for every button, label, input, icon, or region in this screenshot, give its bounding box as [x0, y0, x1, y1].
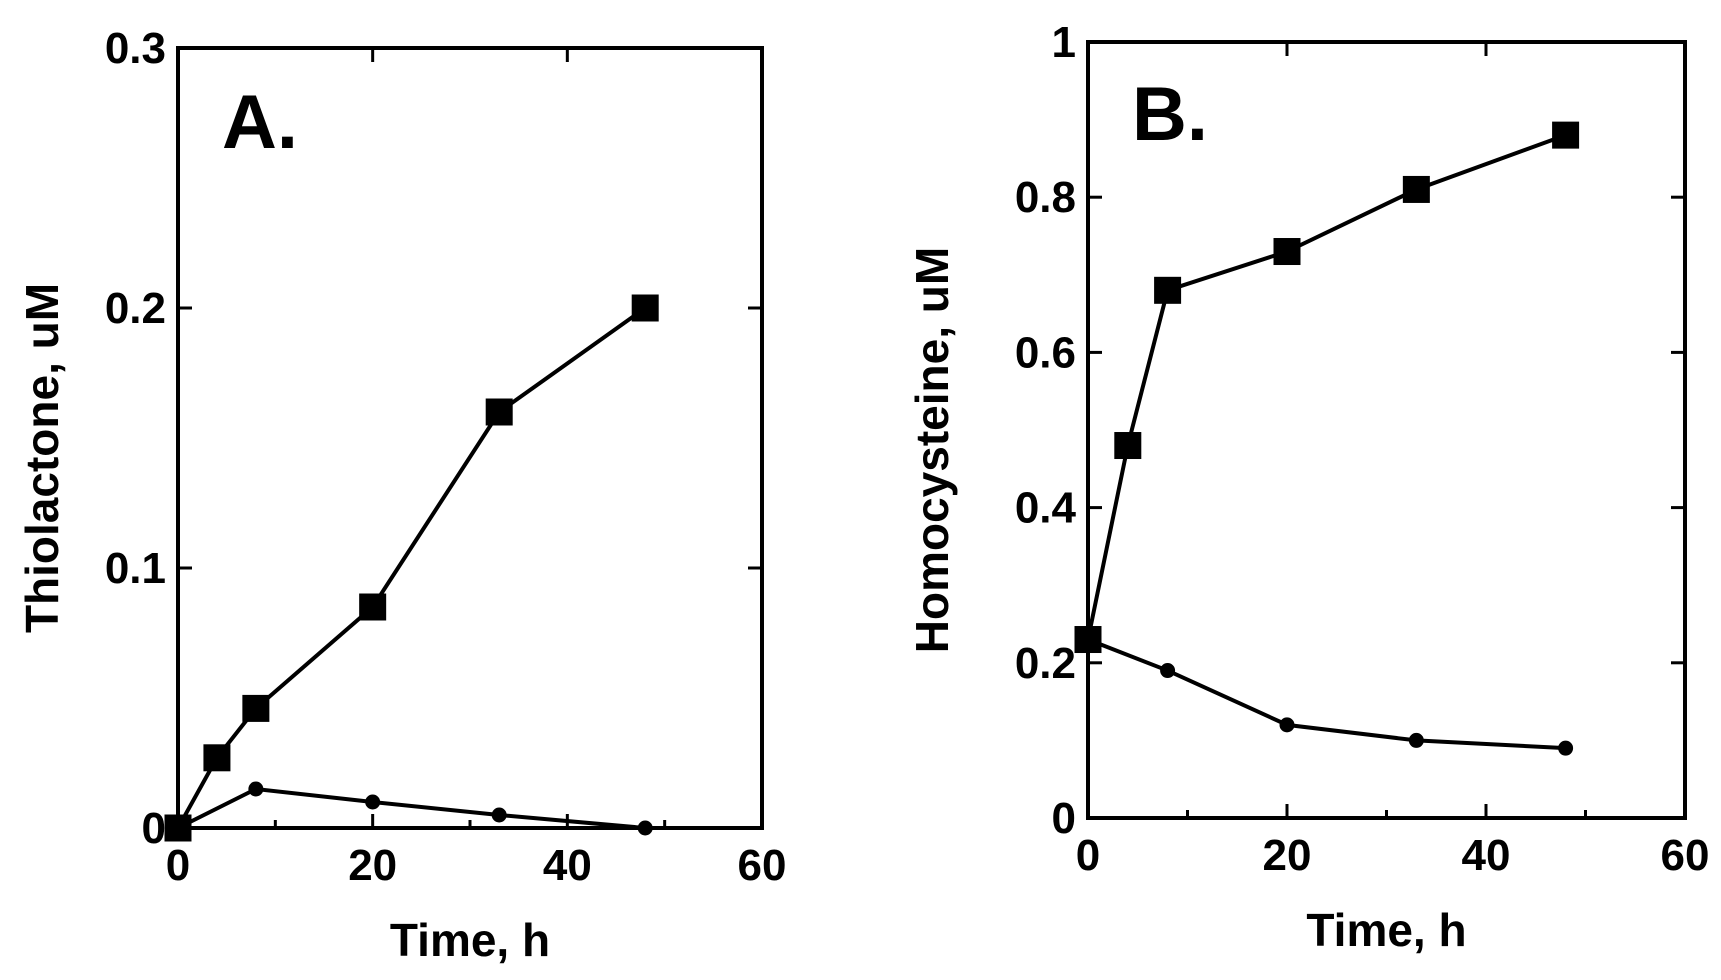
circle-marker-b: [1408, 732, 1424, 748]
plot-frame-b: [1086, 40, 1687, 820]
circle-marker-a: [170, 820, 186, 836]
x-tick-label-b: 40: [1462, 831, 1511, 880]
y-tick-label-b: 0.4: [1015, 484, 1077, 533]
square-marker-a: [485, 398, 513, 426]
series-line-squares-b: [1086, 133, 1567, 640]
circle-marker-a: [248, 781, 264, 797]
circle-marker-b: [1279, 717, 1295, 733]
y-tick-label-a: 0.1: [105, 544, 166, 593]
square-marker-a: [631, 294, 659, 322]
square-marker-b: [1114, 432, 1142, 460]
y-tick-label-a: 0.2: [105, 284, 166, 333]
x-tick-label-a: 0: [166, 841, 190, 890]
y-tick-label-b: 0.6: [1015, 328, 1076, 377]
square-marker-a: [242, 694, 270, 722]
x-tick-label-a: 20: [348, 841, 397, 890]
x-axis-label-b: Time, h: [1306, 904, 1466, 956]
x-tick-label-b: 60: [1661, 831, 1710, 880]
y-tick-label-b: 1: [1052, 18, 1076, 67]
panel-label-b: B.: [1132, 72, 1208, 157]
x-tick-label-a: 60: [738, 841, 787, 890]
circle-marker-a: [637, 820, 653, 836]
square-marker-b: [1402, 175, 1430, 203]
y-axis-label-a: Thiolactone, uM: [16, 283, 68, 633]
y-axis-label-b: Homocysteine, uM: [906, 247, 958, 653]
y-tick-label-b: 0: [1052, 794, 1076, 843]
circle-marker-b: [1558, 740, 1574, 756]
y-tick-label-b: 0.8: [1015, 173, 1076, 222]
panel-a-chart: 0 20 40 60 0 0.1 0.2 0.3 Time, h Thiolactone, uM A…: [16, 24, 786, 966]
y-tick-label-a: 0: [142, 804, 166, 853]
circle-marker-a: [491, 807, 507, 823]
square-marker-a: [203, 744, 231, 772]
x-axis-label-a: Time, h: [390, 914, 550, 966]
x-tick-label-b: 0: [1076, 831, 1100, 880]
y-tick-label-b: 0.2: [1015, 639, 1076, 688]
square-marker-a: [359, 593, 387, 621]
x-tick-label-a: 40: [543, 841, 592, 890]
y-tick-label-a: 0.3: [105, 24, 166, 73]
panel-b-chart: 0 20 40 60 0 0.2 0.4 0.6 0.8 1 Time, h Homocysteine…: [906, 18, 1709, 956]
circle-marker-a: [365, 794, 381, 810]
x-tick-label-b: 20: [1263, 831, 1312, 880]
series-line-squares-a: [176, 306, 647, 829]
square-marker-b: [1273, 238, 1301, 266]
square-marker-b: [1154, 276, 1182, 304]
circle-marker-b: [1080, 632, 1096, 648]
square-marker-b: [1552, 121, 1580, 149]
circle-marker-b: [1160, 663, 1176, 679]
series-line-circles-a: [177, 786, 646, 830]
panel-label-a: A.: [222, 80, 298, 165]
series-line-circles-b: [1087, 637, 1566, 751]
